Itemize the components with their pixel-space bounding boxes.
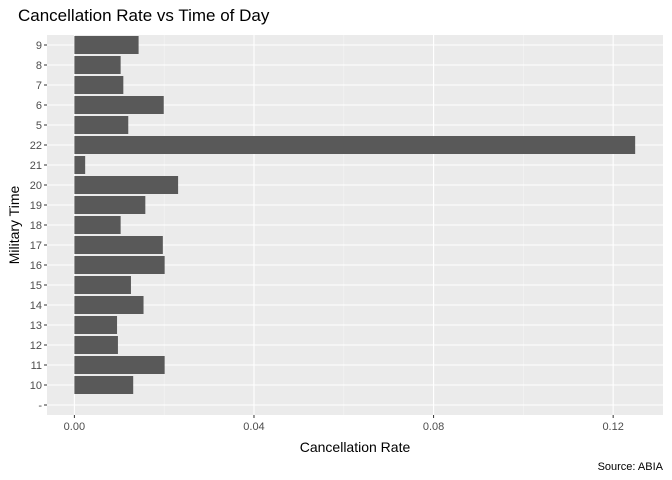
bar (74, 216, 121, 234)
x-tick-label: 0.12 (602, 421, 623, 433)
y-tick-label: 13 (30, 320, 42, 332)
bar (74, 276, 131, 294)
bar (74, 296, 144, 314)
bar (74, 376, 134, 394)
y-tick-label: 10 (30, 380, 42, 392)
y-axis-ticks: - 10 11 12 13 14 15 16 17 18 19 20 21 22 5 6 7 8 9 (30, 40, 47, 412)
x-tick-label: 0.00 (64, 421, 85, 433)
bar (74, 156, 86, 174)
x-tick-label: 0.08 (423, 421, 444, 433)
y-tick-label: 15 (30, 280, 42, 292)
y-tick-label: 17 (30, 240, 42, 252)
bar (74, 176, 179, 194)
bar (74, 236, 163, 254)
x-axis-ticks: 0.00 0.04 0.08 0.12 (64, 415, 624, 433)
y-tick-label: 5 (36, 120, 42, 132)
chart-caption: Source: ABIA (598, 461, 664, 473)
x-tick-label: 0.04 (243, 421, 264, 433)
y-tick-label: 19 (30, 200, 42, 212)
bar (74, 256, 165, 274)
bars (74, 36, 636, 394)
y-tick-label: 8 (36, 60, 42, 72)
bar (74, 96, 164, 114)
y-tick-label: - (38, 400, 42, 412)
bar (74, 76, 124, 94)
y-tick-label: 18 (30, 220, 42, 232)
y-axis-title: Military Time (6, 186, 22, 265)
bar (74, 36, 139, 54)
y-tick-label: 22 (30, 140, 42, 152)
bar (74, 336, 118, 354)
bar (74, 356, 165, 374)
y-tick-label: 7 (36, 80, 42, 92)
y-tick-label: 14 (30, 300, 42, 312)
y-tick-label: 20 (30, 180, 42, 192)
y-tick-label: 9 (36, 40, 42, 52)
bar (74, 116, 129, 134)
bar (74, 196, 146, 214)
bar (74, 56, 121, 74)
y-tick-label: 11 (31, 360, 42, 372)
x-axis-title: Cancellation Rate (300, 439, 411, 455)
bar (74, 136, 636, 154)
y-tick-label: 6 (36, 100, 42, 112)
y-tick-label: 21 (30, 160, 42, 172)
y-tick-label: 16 (30, 260, 42, 272)
chart-title: Cancellation Rate vs Time of Day (18, 6, 270, 25)
bar (74, 316, 118, 334)
y-tick-label: 12 (30, 340, 42, 352)
